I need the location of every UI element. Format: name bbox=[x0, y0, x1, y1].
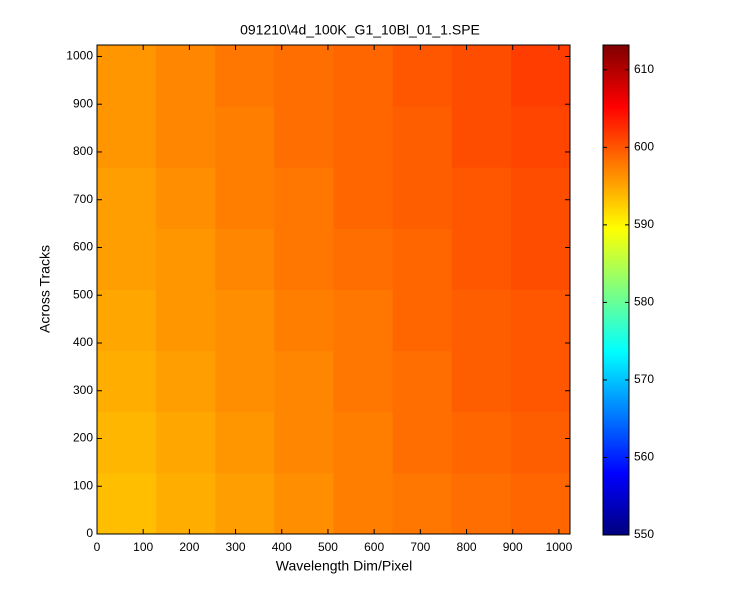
x-tick-label: 700 bbox=[410, 540, 430, 554]
heatmap-cell bbox=[333, 350, 394, 413]
heatmap-cell bbox=[392, 45, 453, 107]
heatmap-cell bbox=[333, 411, 394, 474]
y-tick-label: 300 bbox=[73, 383, 93, 397]
colorbar-tick-label: 600 bbox=[634, 140, 654, 154]
heatmap-cell bbox=[510, 228, 571, 290]
heatmap-cell bbox=[215, 106, 275, 168]
colorbar-tick-label: 560 bbox=[634, 450, 654, 464]
colorbar-tick-label: 590 bbox=[634, 217, 654, 231]
y-tick-label: 0 bbox=[86, 526, 93, 540]
heatmap-cell bbox=[156, 45, 216, 107]
heatmap-cell bbox=[392, 350, 453, 413]
colorbar-tick-label: 610 bbox=[634, 62, 654, 76]
colorbar-tick-label: 550 bbox=[634, 527, 654, 541]
heatmap-cell bbox=[510, 350, 571, 413]
heatmap-cell bbox=[451, 228, 512, 290]
y-tick-label: 800 bbox=[73, 144, 93, 158]
heatmap-cell bbox=[97, 350, 157, 413]
x-tick-label: 600 bbox=[364, 540, 384, 554]
heatmap-cell bbox=[97, 472, 157, 535]
heatmap-cell bbox=[97, 411, 157, 474]
heatmap-cell bbox=[510, 45, 571, 107]
heatmap-cell bbox=[156, 106, 216, 168]
y-tick-label: 100 bbox=[73, 478, 93, 492]
axes-frame bbox=[96, 44, 571, 535]
heatmap-cell bbox=[510, 289, 571, 352]
heatmap-cell bbox=[156, 350, 216, 413]
x-tick-label: 500 bbox=[318, 540, 338, 554]
heatmap-cell bbox=[156, 411, 216, 474]
y-tick-label: 900 bbox=[73, 96, 93, 110]
heatmap-cell bbox=[510, 167, 571, 229]
y-tick-label: 200 bbox=[73, 431, 93, 445]
heatmap-cell bbox=[333, 45, 394, 107]
heatmap-cell bbox=[510, 106, 571, 168]
heatmap-cell bbox=[215, 289, 275, 352]
heatmap-cell bbox=[215, 167, 275, 229]
heatmap-cell bbox=[97, 228, 157, 290]
colorbar-tick-label: 580 bbox=[634, 295, 654, 309]
heatmap-cell bbox=[97, 106, 157, 168]
heatmap-cell bbox=[274, 45, 334, 107]
chart-title: 091210\4d_100K_G1_10Bl_01_1.SPE bbox=[240, 22, 480, 38]
heatmap-cell bbox=[451, 411, 512, 474]
x-tick-label: 1000 bbox=[546, 540, 573, 554]
x-tick-label: 0 bbox=[94, 540, 101, 554]
heatmap-cell bbox=[274, 472, 334, 535]
heatmap-cell bbox=[392, 228, 453, 290]
colorbar bbox=[602, 44, 630, 536]
heatmap-cell bbox=[274, 289, 334, 352]
heatmap-cell bbox=[156, 228, 216, 290]
heatmap-cell bbox=[451, 472, 512, 535]
heatmap-cell bbox=[510, 411, 571, 474]
heatmap-cell bbox=[333, 106, 394, 168]
heatmap-cell bbox=[392, 289, 453, 352]
y-tick-label: 1000 bbox=[66, 49, 93, 63]
heatmap-cell bbox=[97, 289, 157, 352]
heatmap-cell bbox=[274, 411, 334, 474]
heatmap-cell bbox=[451, 106, 512, 168]
colorbar-tick-label: 570 bbox=[634, 372, 654, 386]
heatmap-cell bbox=[274, 167, 334, 229]
heatmap-cell bbox=[451, 350, 512, 413]
x-axis-label: Wavelength Dim/Pixel bbox=[276, 558, 412, 574]
heatmap-cell bbox=[392, 106, 453, 168]
heatmap-cell bbox=[156, 472, 216, 535]
heatmap-cell bbox=[333, 167, 394, 229]
x-tick-label: 800 bbox=[457, 540, 477, 554]
heatmap-cell bbox=[215, 45, 275, 107]
heatmap-cell bbox=[333, 289, 394, 352]
heatmap-cell bbox=[215, 472, 275, 535]
heatmap-cell bbox=[451, 45, 512, 107]
x-tick-label: 200 bbox=[179, 540, 199, 554]
heatmap-cell bbox=[451, 289, 512, 352]
x-tick-label: 900 bbox=[503, 540, 523, 554]
x-tick-label: 300 bbox=[226, 540, 246, 554]
heatmap-cell bbox=[333, 472, 394, 535]
y-tick-label: 500 bbox=[73, 287, 93, 301]
heatmap-cell bbox=[215, 228, 275, 290]
heatmap-cell bbox=[215, 350, 275, 413]
heatmap-cell bbox=[215, 411, 275, 474]
y-tick-label: 400 bbox=[73, 335, 93, 349]
heatmap-cell bbox=[392, 411, 453, 474]
y-tick-label: 700 bbox=[73, 192, 93, 206]
heatmap-cell bbox=[97, 167, 157, 229]
y-tick-label: 600 bbox=[73, 240, 93, 254]
x-tick-label: 100 bbox=[133, 540, 153, 554]
heatmap-cell bbox=[333, 228, 394, 290]
heatmap-cell bbox=[97, 45, 157, 107]
heatmap-cell bbox=[274, 228, 334, 290]
heatmap-cell bbox=[510, 472, 571, 535]
x-tick-label: 400 bbox=[272, 540, 292, 554]
heatmap-cell bbox=[156, 289, 216, 352]
heatmap-cell bbox=[451, 167, 512, 229]
heatmap-cell bbox=[392, 472, 453, 535]
heatmap-cell bbox=[274, 350, 334, 413]
y-axis-label: Across Tracks bbox=[37, 245, 53, 333]
heatmap-cell bbox=[392, 167, 453, 229]
heatmap-cell bbox=[156, 167, 216, 229]
heatmap-cell bbox=[274, 106, 334, 168]
